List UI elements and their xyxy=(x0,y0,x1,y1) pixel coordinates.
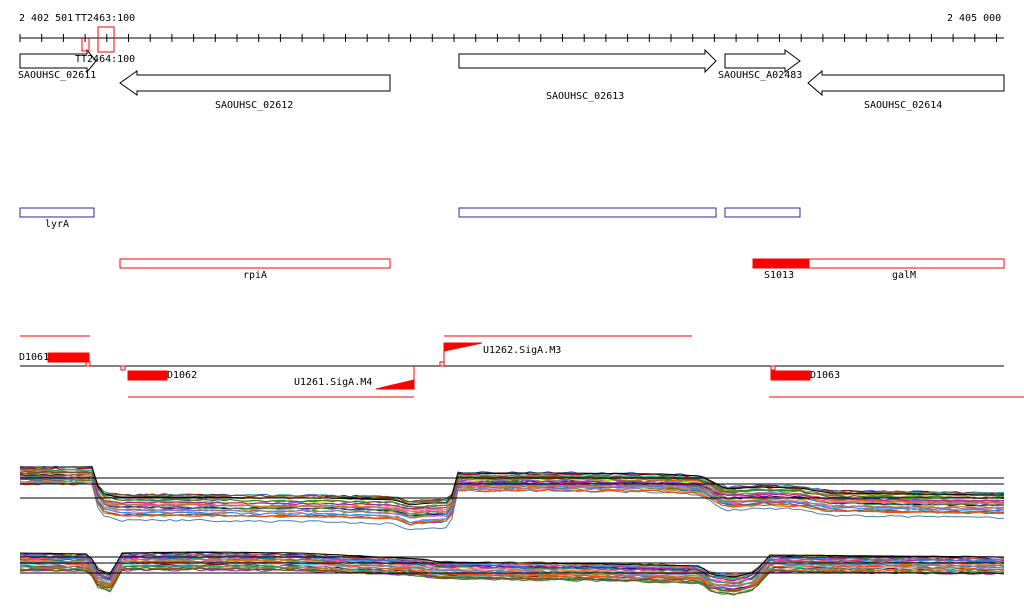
expression-line xyxy=(19,555,1005,577)
segment-block-d1062[interactable] xyxy=(127,370,168,381)
expression-line xyxy=(19,468,1005,508)
gene-label-saouhsc-02613[interactable]: SAOUHSC_02613 xyxy=(546,91,625,102)
segment-label-u1262[interactable]: U1262.SigA.M3 xyxy=(483,345,562,356)
expression-line xyxy=(19,475,1005,517)
feature-label-galm[interactable]: galM xyxy=(892,270,917,281)
expression-line xyxy=(19,567,1005,592)
gene-arrow-saouhsc-02611[interactable] xyxy=(19,48,97,74)
coordinate-ruler xyxy=(19,34,1004,42)
gene-track xyxy=(19,48,1005,97)
gene-arrow-saouhsc-02613[interactable] xyxy=(458,48,717,74)
segment-tick xyxy=(120,365,126,371)
gene-label-saouhsc-02612[interactable]: SAOUHSC_02612 xyxy=(215,100,294,111)
gene-label-saouhsc-02614[interactable]: SAOUHSC_02614 xyxy=(864,100,943,111)
segment-label-d1062[interactable]: D1062 xyxy=(167,370,198,381)
promoter-wedge-u1261[interactable] xyxy=(375,379,415,390)
ruler-end-label: 2 405 000 xyxy=(947,13,1002,24)
operon-box-lyra[interactable] xyxy=(19,207,95,218)
terminator-tt2464[interactable] xyxy=(81,38,90,52)
ruler-start-label: 2 402 501 xyxy=(19,13,74,24)
segment-label-d1061[interactable]: D1061 xyxy=(19,352,50,363)
terminator-label-tt2463[interactable]: TT2463:100 xyxy=(75,13,136,24)
segment-label-u1261[interactable]: U1261.SigA.M4 xyxy=(294,377,373,388)
expression-track-upper xyxy=(19,465,1005,531)
operon-track xyxy=(19,207,801,218)
segment-tick xyxy=(770,365,776,371)
segment-block-d1061[interactable] xyxy=(47,352,90,363)
expression-line xyxy=(19,476,1005,524)
segment-tick xyxy=(439,361,445,367)
segment-block-d1063[interactable] xyxy=(770,370,811,381)
expression-line xyxy=(19,481,1005,526)
expression-line xyxy=(19,560,1005,585)
expression-line xyxy=(19,560,1005,593)
terminator-tt2463[interactable] xyxy=(97,26,115,53)
expression-line xyxy=(19,479,1005,519)
segment-tick xyxy=(85,361,91,367)
expression-line xyxy=(19,482,1005,531)
promoter-wedge-u1262[interactable] xyxy=(443,342,483,352)
expression-line xyxy=(20,466,1005,506)
ruler-ticks xyxy=(19,34,997,42)
feature-track xyxy=(119,258,1005,269)
expression-line xyxy=(19,564,1005,588)
gene-label-saouhsc-a02483[interactable]: SAOUHSC_A02483 xyxy=(718,70,803,81)
feature-label-s1013[interactable]: S1013 xyxy=(764,270,795,281)
operon-box-2[interactable] xyxy=(458,207,717,218)
gene-arrow-saouhsc-a02483[interactable] xyxy=(724,49,801,73)
terminator-track xyxy=(81,26,115,53)
terminator-label-tt2464[interactable]: TT2464:100 xyxy=(75,54,136,65)
segment-track xyxy=(20,335,1024,398)
gene-label-saouhsc-02611[interactable]: SAOUHSC_02611 xyxy=(18,70,97,81)
feature-box-rpia[interactable] xyxy=(119,258,391,269)
operon-label-lyra[interactable]: lyrA xyxy=(45,219,70,230)
operon-box-3[interactable] xyxy=(724,207,801,218)
expression-line xyxy=(19,470,1005,508)
gene-arrow-saouhsc-02612[interactable] xyxy=(119,70,391,96)
feature-label-rpia[interactable]: rpiA xyxy=(243,270,268,281)
expression-line xyxy=(19,481,1005,519)
segment-label-d1063[interactable]: D1063 xyxy=(810,370,841,381)
expression-track-lower xyxy=(19,551,1005,596)
feature-box-s1013[interactable] xyxy=(752,258,810,269)
gene-arrow-saouhsc-02614[interactable] xyxy=(807,69,1005,97)
expression-line xyxy=(19,482,1005,526)
expression-line xyxy=(19,476,1005,510)
